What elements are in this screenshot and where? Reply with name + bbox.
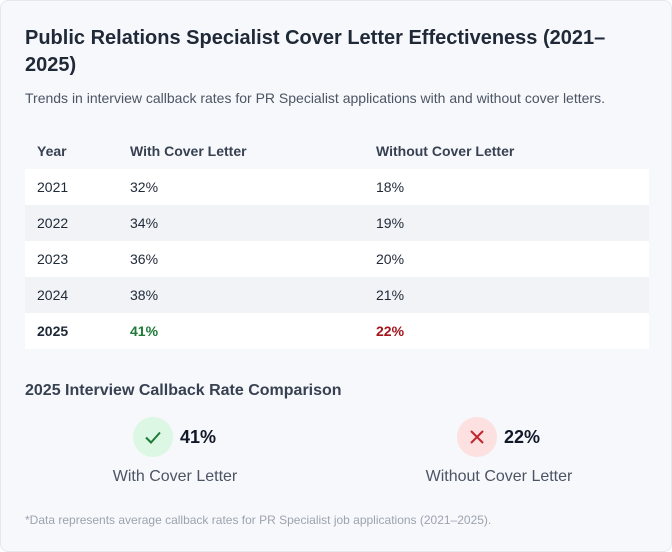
cell: 36%: [118, 241, 364, 277]
row: 2022 34% 19%: [25, 205, 649, 241]
cell: 22%: [364, 313, 649, 349]
data-table: Year With Cover Letter Without Cover Let…: [25, 133, 649, 349]
row: 2023 36% 20%: [25, 241, 649, 277]
header-cell: With Cover Letter: [130, 143, 247, 159]
value: 22%: [504, 427, 541, 447]
cell: 2021: [25, 169, 118, 205]
row: 2021 32% 18%: [25, 169, 649, 205]
header-row: Year With Cover Letter Without Cover Let…: [25, 133, 649, 169]
cell: 34%: [118, 205, 364, 241]
row: 2025 41% 22%: [25, 313, 649, 349]
footnote: *Data represents average callback rates …: [25, 513, 492, 527]
check-icon: [133, 417, 173, 457]
value: 41%: [180, 427, 217, 447]
cell: 38%: [118, 277, 364, 313]
title: Public Relations Specialist Cover Letter…: [25, 27, 606, 76]
header-cell: Year: [37, 143, 67, 159]
subtitle: Trends in interview callback rates for P…: [25, 90, 605, 106]
label: With Cover Letter: [112, 468, 238, 485]
cell: 2023: [25, 241, 118, 277]
section-title: 2025 Interview Callback Rate Comparison: [25, 382, 342, 399]
cell: 2025: [25, 313, 118, 349]
cross-icon: [457, 417, 497, 457]
label: Without Cover Letter: [425, 468, 573, 485]
cell: 2022: [25, 205, 118, 241]
header-cell: Without Cover Letter: [376, 143, 515, 159]
cell: 20%: [364, 241, 649, 277]
row: 2024 38% 21%: [25, 277, 649, 313]
cell: 19%: [364, 205, 649, 241]
cell: 32%: [118, 169, 364, 205]
cell: 2024: [25, 277, 118, 313]
cell: 41%: [118, 313, 364, 349]
cell: 18%: [364, 169, 649, 205]
cell: 21%: [364, 277, 649, 313]
